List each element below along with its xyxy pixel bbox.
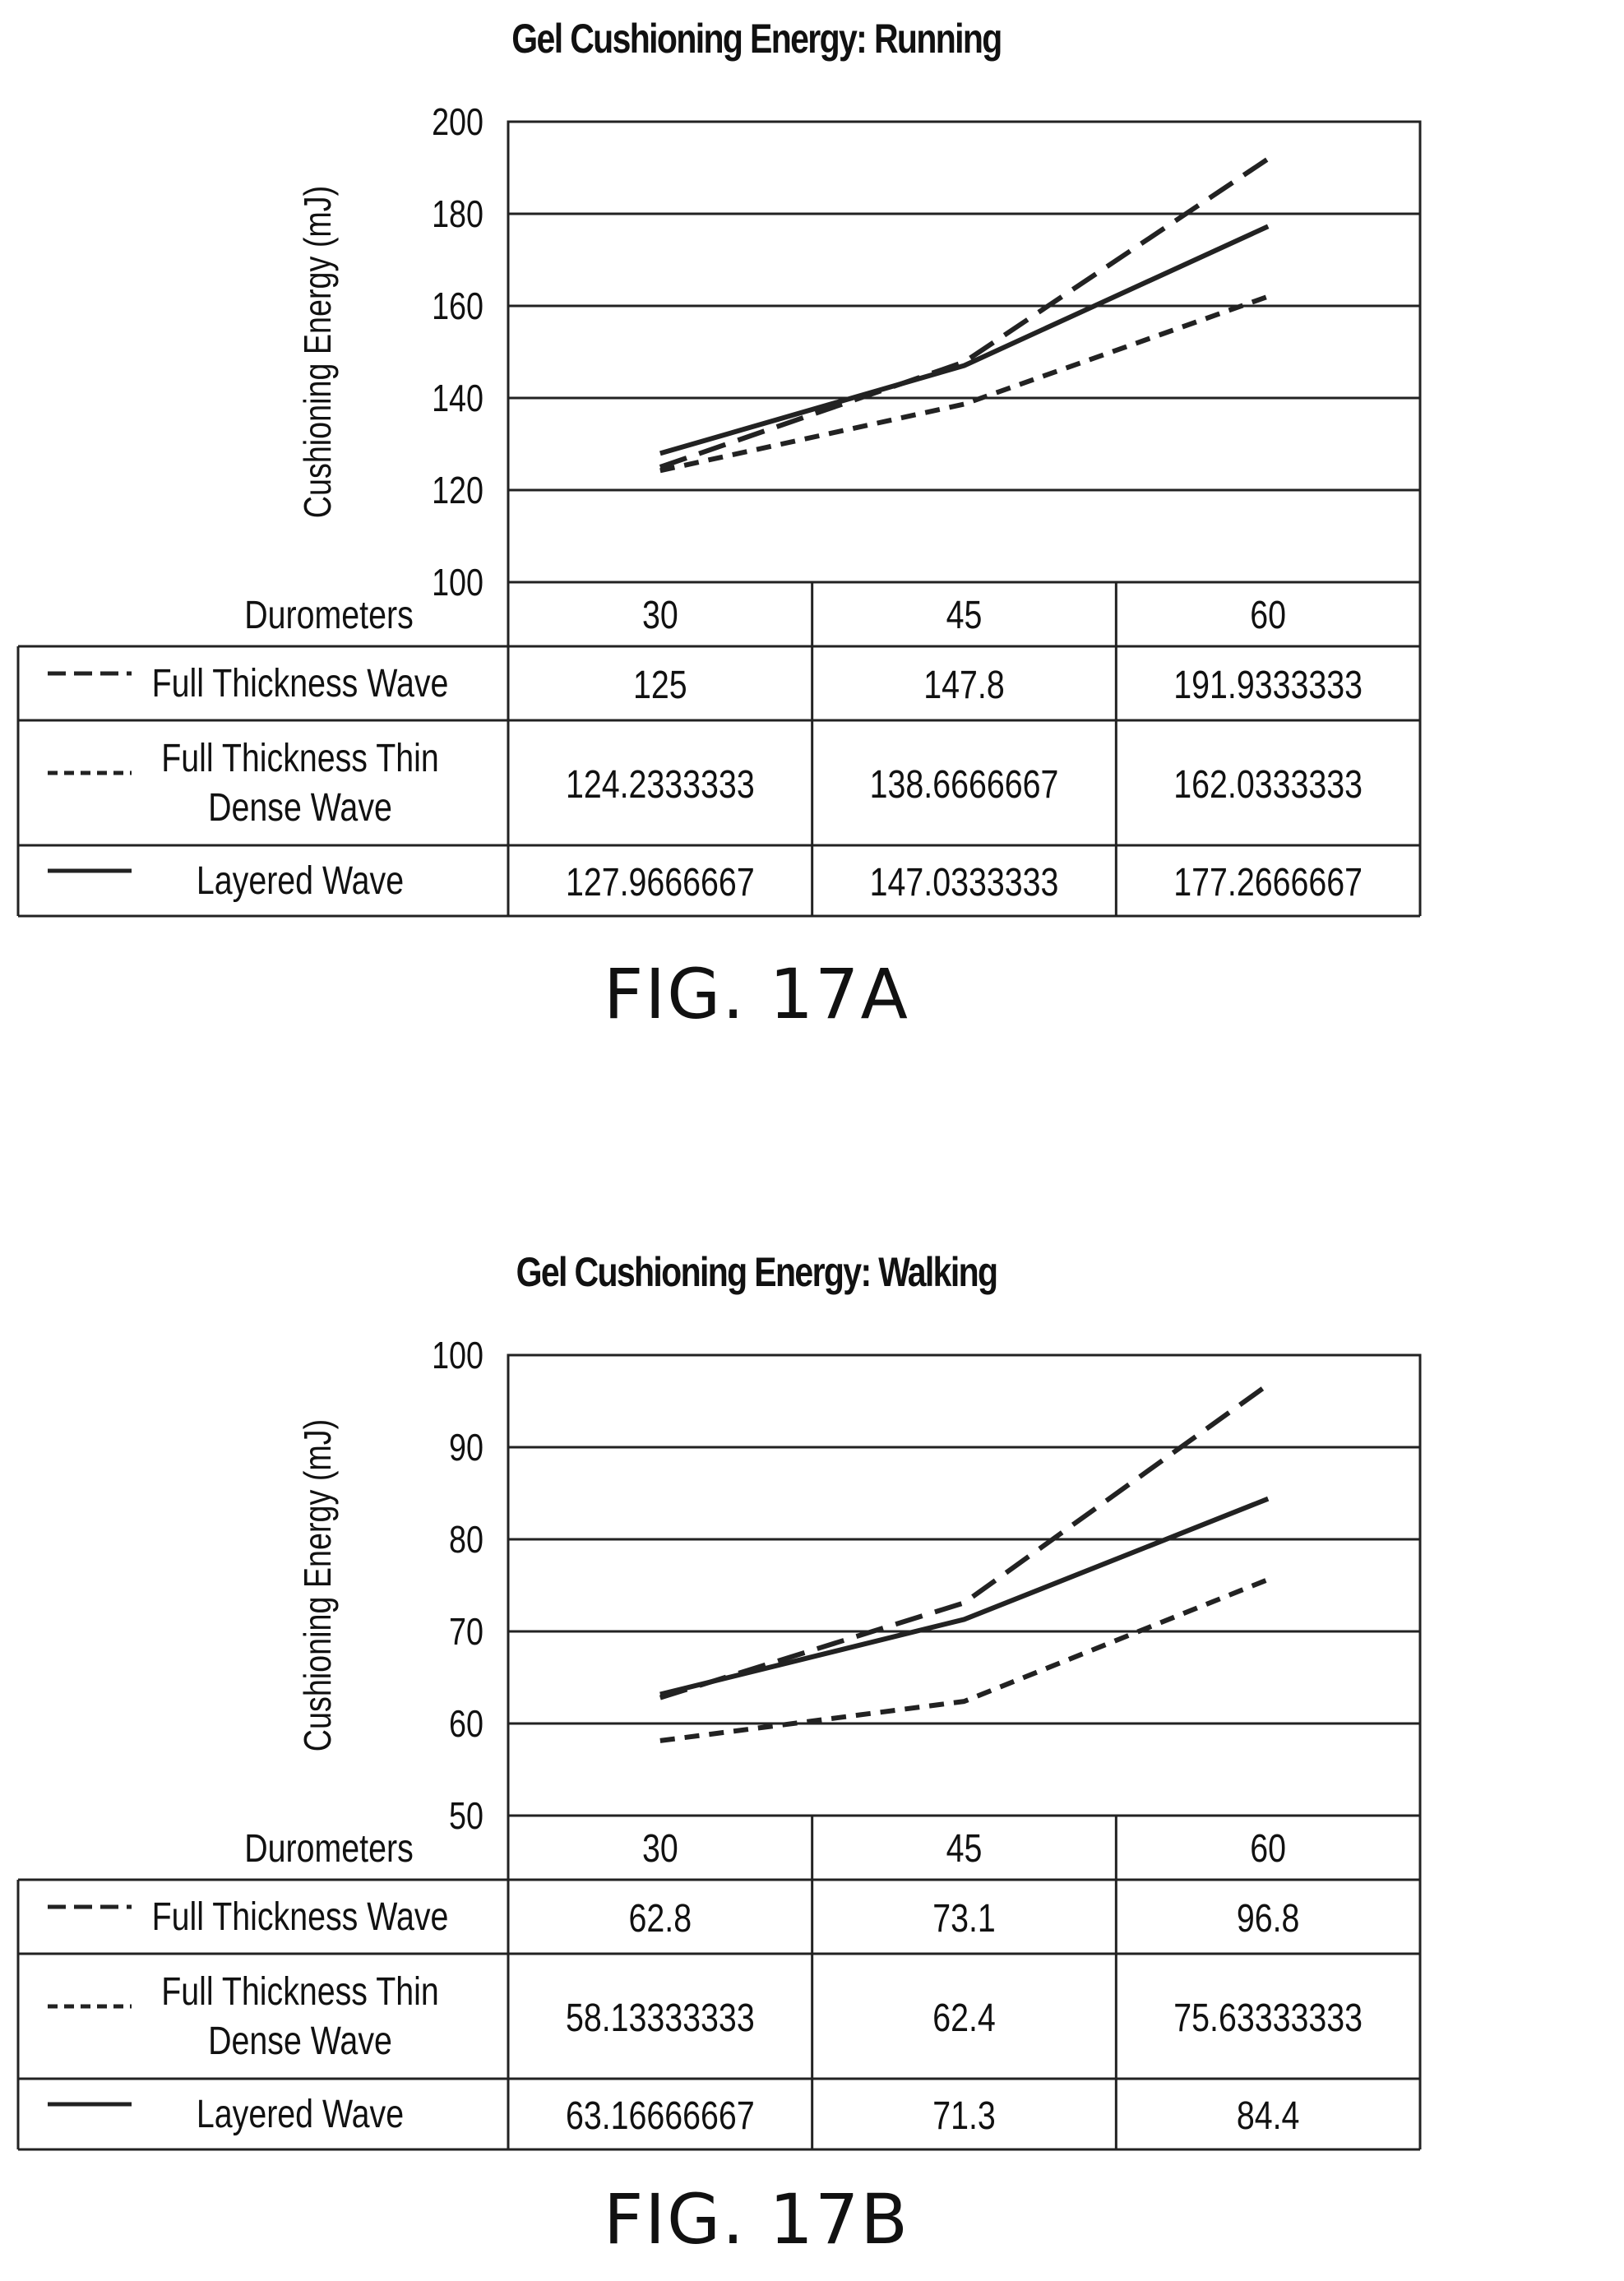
x-axis-label: Durometers xyxy=(244,593,414,637)
y-tick-label: 180 xyxy=(432,192,483,234)
data-label: 71.3 xyxy=(932,2094,996,2138)
y-tick-label: 60 xyxy=(449,1702,483,1744)
plot-area xyxy=(507,120,1422,584)
y-tick-label: 80 xyxy=(449,1518,483,1560)
data-label: 127.9666667 xyxy=(566,860,755,905)
series-line-2 xyxy=(659,1577,1270,1743)
y-tick-label: 140 xyxy=(432,377,483,419)
legend-entry: Layered Wave xyxy=(197,858,404,903)
figure-label: FIG. 17A xyxy=(604,954,909,1034)
y-axis-label: Cushioning Energy (mJ) xyxy=(296,186,338,518)
data-label: 63.16666667 xyxy=(566,2094,755,2138)
chart-title: Gel Cushioning Energy: Running xyxy=(511,16,1002,62)
data-label: 75.63333333 xyxy=(1173,1996,1363,2040)
series-line-1 xyxy=(659,1382,1270,1700)
x-tick-label: 30 xyxy=(642,1826,678,1871)
data-label: 58.13333333 xyxy=(566,1996,755,2040)
legend-entry: Full Thickness Thin xyxy=(161,736,438,780)
series-line-3 xyxy=(659,224,1270,456)
y-tick-label: 100 xyxy=(432,561,483,603)
legend-entry: Full Thickness Wave xyxy=(152,1895,449,1939)
series-line-3 xyxy=(659,1496,1270,1697)
legend-entry: Dense Wave xyxy=(208,2019,392,2063)
data-label: 177.2666667 xyxy=(1173,860,1363,905)
data-label: 125 xyxy=(633,663,687,707)
y-tick-label: 100 xyxy=(432,1334,483,1376)
legend-entry: Full Thickness Wave xyxy=(152,661,449,706)
data-label: 191.9333333 xyxy=(1173,663,1363,707)
legend-entry: Dense Wave xyxy=(208,785,392,830)
x-tick-label: 45 xyxy=(946,1826,983,1871)
series-line-1 xyxy=(659,156,1270,470)
x-tick-label: 60 xyxy=(1250,593,1286,637)
data-label: 147.0333333 xyxy=(870,860,1059,905)
data-label: 124.2333333 xyxy=(566,762,755,807)
legend-entry: Layered Wave xyxy=(197,2092,404,2136)
data-label: 138.6666667 xyxy=(870,762,1059,807)
series-line-2 xyxy=(659,294,1270,474)
y-tick-label: 120 xyxy=(432,469,483,511)
x-tick-label: 30 xyxy=(642,593,678,637)
x-tick-label: 60 xyxy=(1250,1826,1286,1871)
data-label: 84.4 xyxy=(1237,2094,1300,2138)
y-axis-label: Cushioning Energy (mJ) xyxy=(296,1419,338,1751)
figure-label: FIG. 17B xyxy=(603,2179,910,2260)
figure-17a: Gel Cushioning Energy: Running 100 120 140… xyxy=(0,0,1624,1135)
chart-17a: 100 120 140 160 180 200 Cushioning Energy (mJ)… xyxy=(16,100,1422,918)
data-label: 96.8 xyxy=(1237,1896,1300,1941)
x-tick-label: 45 xyxy=(946,593,983,637)
y-tick-label: 90 xyxy=(449,1426,483,1468)
y-tick-label: 200 xyxy=(432,100,483,142)
chart-title: Gel Cushioning Energy: Walking xyxy=(516,1249,998,1295)
legend-entry: Full Thickness Thin xyxy=(161,1969,438,2014)
y-tick-label: 70 xyxy=(449,1610,483,1652)
data-label: 62.8 xyxy=(629,1896,692,1941)
data-label: 147.8 xyxy=(923,663,1004,707)
data-label: 73.1 xyxy=(932,1896,996,1941)
y-tick-label: 50 xyxy=(449,1794,483,1836)
data-label: 162.0333333 xyxy=(1173,762,1363,807)
data-label: 62.4 xyxy=(932,1996,996,2040)
chart-17b: 50 60 70 80 90 100 Cushioning Energy (mJ) Durom… xyxy=(16,1334,1422,2151)
x-axis-label: Durometers xyxy=(244,1826,414,1871)
y-tick-label: 160 xyxy=(432,285,483,326)
figure-17b: Gel Cushioning Energy: Walking 50 60 70 80 9… xyxy=(0,1233,1624,2281)
plot-area xyxy=(507,1353,1422,1817)
